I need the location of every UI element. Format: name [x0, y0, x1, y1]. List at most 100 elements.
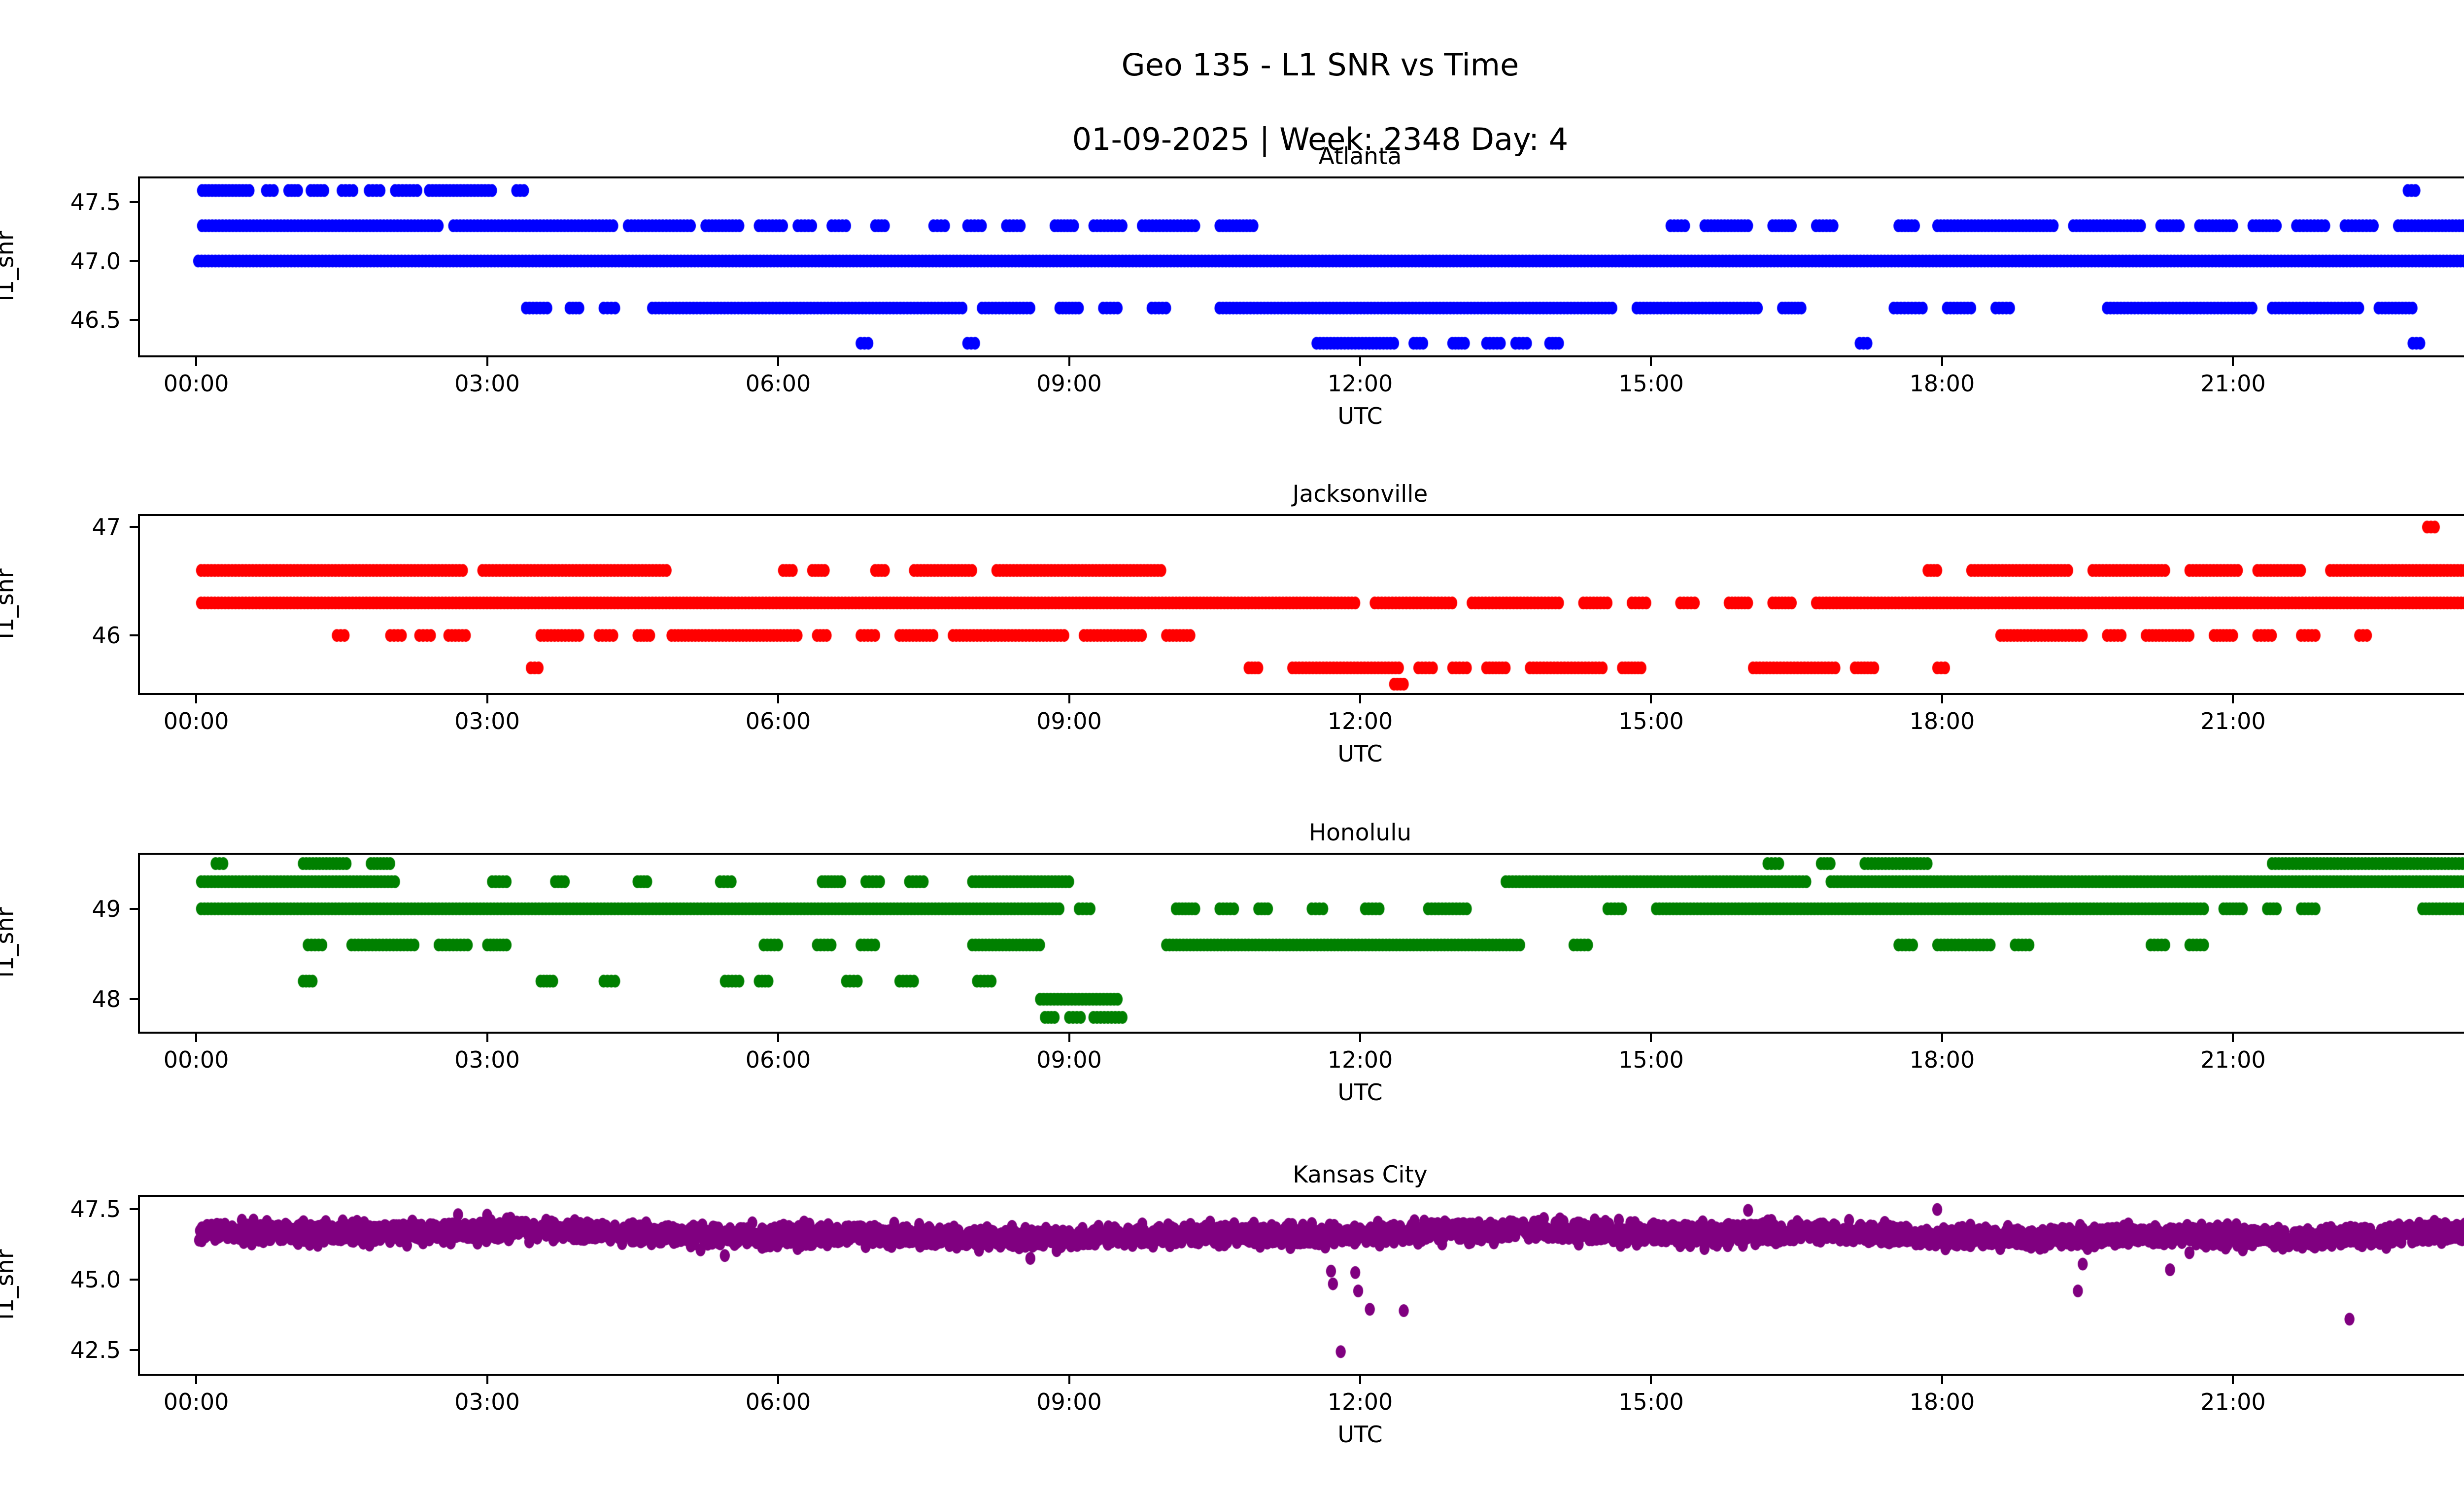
x-tick-mark	[2232, 1376, 2234, 1384]
x-tick-label: 21:00	[2200, 1046, 2266, 1073]
x-tick-mark	[1359, 1376, 1361, 1384]
subplot-title: Jacksonville	[1292, 481, 1428, 508]
x-tick-mark	[1359, 357, 1361, 366]
x-tick-label: 18:00	[1909, 1389, 1975, 1415]
x-tick-label: 15:00	[1618, 1389, 1684, 1415]
x-tick-label: 03:00	[454, 370, 520, 397]
x-tick-label: 18:00	[1909, 1046, 1975, 1073]
x-tick-label: 09:00	[1036, 1046, 1102, 1073]
y-tick-mark	[130, 260, 138, 262]
scatter-canvas	[138, 514, 2464, 695]
x-axis-label: UTC	[1337, 1421, 1383, 1448]
subplot-title: Honolulu	[1308, 819, 1412, 846]
x-tick-label: 09:00	[1036, 1389, 1102, 1415]
x-tick-label: 18:00	[1909, 708, 1975, 734]
figure-title: Geo 135 - L1 SNR vs Time 01-09-2025 | We…	[0, 9, 2464, 195]
x-tick-mark	[777, 1376, 780, 1384]
x-tick-label: 06:00	[745, 708, 811, 734]
x-axis-label: UTC	[1337, 1079, 1383, 1106]
x-tick-mark	[1650, 1376, 1652, 1384]
x-tick-label: 00:00	[163, 370, 229, 397]
scatter-canvas	[138, 853, 2464, 1034]
y-tick-mark	[130, 998, 138, 1001]
x-tick-mark	[195, 695, 198, 703]
x-tick-label: 15:00	[1618, 1046, 1684, 1073]
y-tick-mark	[130, 634, 138, 637]
x-tick-label: 21:00	[2200, 370, 2266, 397]
y-tick-label: 49	[92, 895, 121, 922]
x-tick-mark	[1941, 1034, 1943, 1042]
x-tick-label: 03:00	[454, 1046, 520, 1073]
scatter-canvas	[138, 176, 2464, 357]
x-axis-label: UTC	[1337, 740, 1383, 767]
x-tick-mark	[486, 1376, 488, 1384]
y-tick-label: 46	[92, 622, 121, 649]
x-tick-mark	[486, 1034, 488, 1042]
y-tick-label: 45.0	[70, 1266, 121, 1293]
x-tick-mark	[486, 357, 488, 366]
y-tick-label: 46.5	[70, 306, 121, 333]
y-tick-mark	[130, 907, 138, 910]
x-axis-label: UTC	[1337, 403, 1383, 429]
x-tick-mark	[1068, 357, 1070, 366]
x-tick-mark	[486, 695, 488, 703]
y-tick-mark	[130, 526, 138, 528]
x-tick-mark	[777, 357, 780, 366]
subplot-title: Kansas City	[1293, 1161, 1428, 1188]
x-tick-mark	[1068, 1034, 1070, 1042]
y-tick-label: 47	[92, 514, 121, 541]
x-tick-mark	[1650, 357, 1652, 366]
x-tick-label: 03:00	[454, 708, 520, 734]
x-tick-label: 06:00	[745, 370, 811, 397]
x-tick-label: 18:00	[1909, 370, 1975, 397]
figure-title-line1: Geo 135 - L1 SNR vs Time	[1121, 46, 1519, 83]
x-tick-label: 09:00	[1036, 708, 1102, 734]
x-tick-mark	[2232, 695, 2234, 703]
x-tick-label: 15:00	[1618, 708, 1684, 734]
x-tick-mark	[2232, 1034, 2234, 1042]
y-tick-label: 42.5	[70, 1337, 121, 1364]
y-tick-label: 48	[92, 986, 121, 1013]
x-tick-label: 12:00	[1327, 1389, 1393, 1415]
x-tick-mark	[1359, 695, 1361, 703]
x-tick-mark	[1359, 1034, 1361, 1042]
x-tick-mark	[195, 1034, 198, 1042]
x-tick-mark	[1650, 695, 1652, 703]
y-axis-label: l1_snr	[0, 1249, 19, 1320]
x-tick-label: 21:00	[2200, 708, 2266, 734]
y-tick-mark	[130, 1349, 138, 1352]
figure-title-line2: 01-09-2025 | Week: 2348 Day: 4	[1072, 121, 1569, 157]
x-tick-label: 00:00	[163, 1046, 229, 1073]
y-tick-label: 47.5	[70, 1195, 121, 1222]
x-tick-label: 06:00	[745, 1389, 811, 1415]
y-tick-mark	[130, 1208, 138, 1210]
x-tick-label: 00:00	[163, 708, 229, 734]
x-tick-mark	[1941, 357, 1943, 366]
x-tick-mark	[777, 695, 780, 703]
x-tick-mark	[1068, 1376, 1070, 1384]
x-tick-mark	[195, 1376, 198, 1384]
x-tick-label: 21:00	[2200, 1389, 2266, 1415]
x-tick-mark	[1941, 695, 1943, 703]
x-tick-label: 15:00	[1618, 370, 1684, 397]
x-tick-label: 00:00	[163, 1389, 229, 1415]
x-tick-mark	[1650, 1034, 1652, 1042]
x-tick-mark	[777, 1034, 780, 1042]
x-tick-label: 12:00	[1327, 370, 1393, 397]
x-tick-label: 09:00	[1036, 370, 1102, 397]
x-tick-label: 03:00	[454, 1389, 520, 1415]
x-tick-mark	[2232, 357, 2234, 366]
y-tick-label: 47.5	[70, 189, 121, 216]
x-tick-label: 12:00	[1327, 708, 1393, 734]
y-tick-label: 47.0	[70, 247, 121, 275]
y-tick-mark	[130, 1279, 138, 1281]
subplot-title: Atlanta	[1318, 143, 1402, 170]
x-tick-label: 06:00	[745, 1046, 811, 1073]
x-tick-mark	[195, 357, 198, 366]
scatter-canvas	[138, 1195, 2464, 1376]
